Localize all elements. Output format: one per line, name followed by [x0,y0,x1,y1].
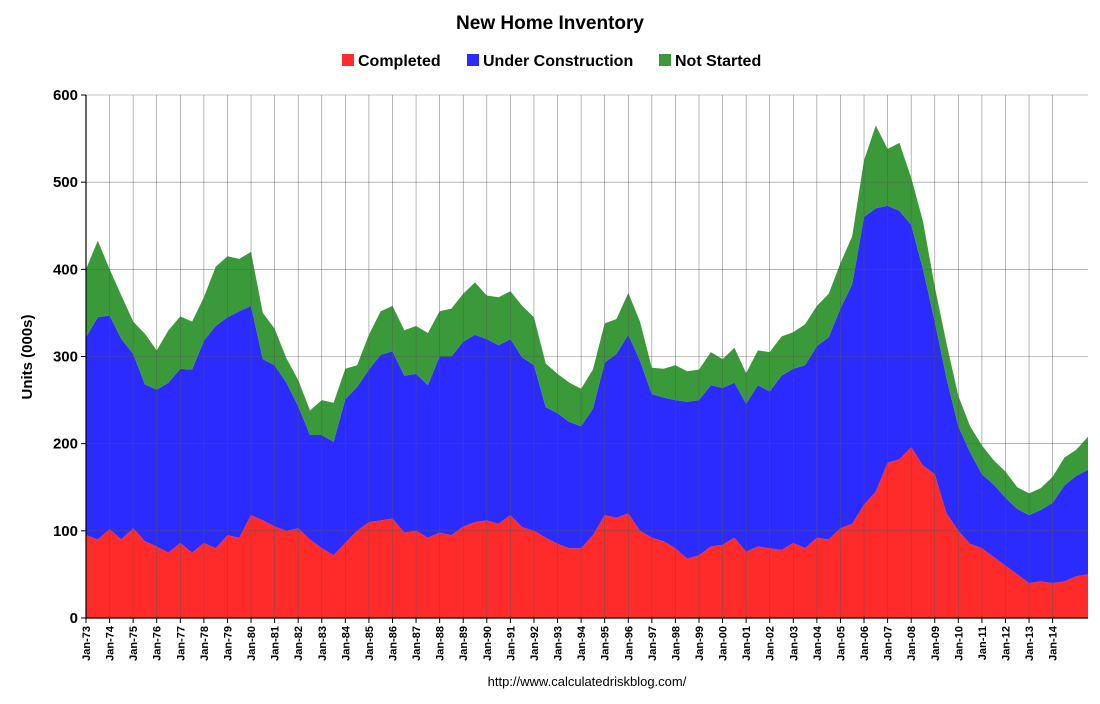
y-tick-label: 200 [53,436,78,453]
x-tick-label: Jan-92 [529,626,541,661]
x-tick-label: Jan-80 [246,626,258,661]
x-tick-label: Jan-85 [364,626,376,661]
y-tick-label: 500 [53,174,78,191]
chart-title: New Home Inventory [456,13,644,34]
x-tick-label: Jan-07 [883,626,895,661]
x-tick-label: Jan-73 [81,626,93,661]
y-tick-label: 400 [53,261,78,278]
x-tick-label: Jan-78 [199,626,211,661]
x-tick-label: Jan-98 [670,626,682,661]
x-tick-label: Jan-04 [812,625,824,661]
x-tick-label: Jan-01 [741,626,753,661]
area-under-construction [86,205,1088,584]
x-tick-label: Jan-96 [623,626,635,661]
x-tick-label: Jan-03 [788,626,800,661]
x-tick-label: Jan-10 [953,626,965,661]
x-tick-label: Jan-06 [859,626,871,661]
x-tick-label: Jan-87 [411,626,423,661]
y-axis-label: Units (000s) [19,314,36,399]
x-tick-label: Jan-86 [388,626,400,661]
x-tick-label: Jan-05 [835,626,847,661]
y-tick-label: 0 [70,610,78,627]
legend-label-under-construction: Under Construction [483,53,633,70]
x-tick-label: Jan-76 [152,626,164,661]
x-tick-label: Jan-84 [340,625,352,661]
x-tick-label: Jan-89 [458,626,470,661]
x-tick-label: Jan-13 [1024,626,1036,661]
source-url: http://www.calculatedriskblog.com/ [488,674,687,689]
x-tick-label: Jan-88 [435,626,447,661]
area-not-started [86,125,1088,516]
x-tick-label: Jan-83 [317,626,329,661]
x-tick-label: Jan-11 [977,626,989,660]
x-tick-label: Jan-00 [718,626,730,661]
x-tick-label: Jan-08 [906,626,918,661]
x-tick-label: Jan-99 [694,626,706,661]
x-tick-label: Jan-95 [600,626,612,661]
plot-area: 0 100 200 300 400 500 600 Jan-73 Jan-74 Jan-75 Jan… [53,87,1088,661]
y-tick-label: 600 [53,87,78,104]
x-tick-label: Jan-77 [175,626,187,661]
y-tick-label: 300 [53,349,78,366]
x-tick-label: Jan-81 [270,626,282,661]
x-tick-label: Jan-79 [223,626,235,661]
legend-swatch-completed [342,54,354,66]
x-tick-label: Jan-90 [482,626,494,661]
x-tick-label: Jan-75 [128,626,140,661]
legend: Completed Under Construction Not Started [342,53,761,70]
legend-swatch-not-started [659,54,671,66]
x-tick-label: Jan-74 [105,625,117,661]
x-tick-label: Jan-94 [576,625,588,661]
x-tick-label: Jan-97 [647,626,659,661]
x-tick-label: Jan-14 [1048,625,1060,661]
x-tick-label: Jan-93 [553,626,565,661]
x-tick-label: Jan-82 [293,626,305,661]
x-tick-label: Jan-91 [505,626,517,661]
x-tick-label: Jan-09 [930,626,942,661]
legend-label-completed: Completed [358,53,441,70]
y-tick-label: 100 [53,523,78,540]
area-completed [86,447,1088,618]
legend-swatch-under-construction [467,54,479,66]
x-tick-label: Jan-12 [1001,626,1013,661]
legend-label-not-started: Not Started [675,53,761,70]
x-tick-label: Jan-02 [765,626,777,661]
